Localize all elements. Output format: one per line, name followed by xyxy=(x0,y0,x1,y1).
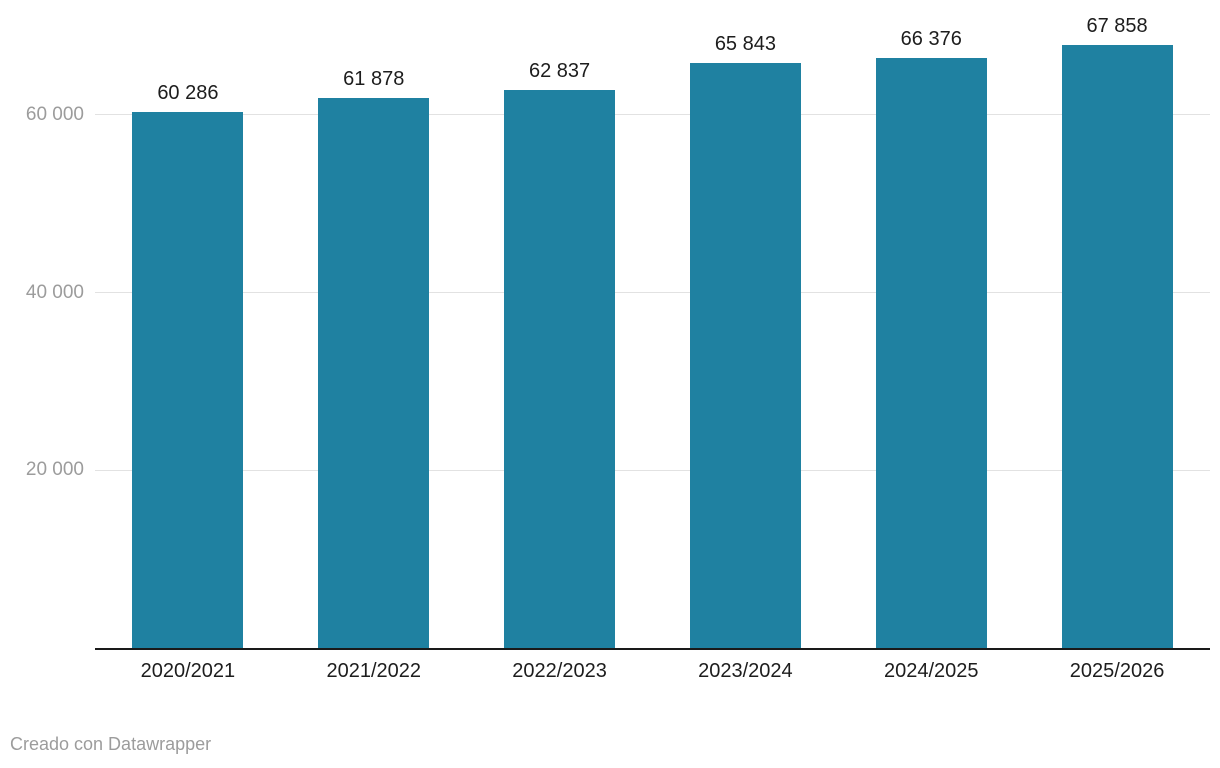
bar-value-label: 60 286 xyxy=(157,82,219,105)
bar xyxy=(132,112,244,648)
bar-value-label: 66 376 xyxy=(900,28,962,51)
bar xyxy=(504,89,616,648)
bar xyxy=(689,63,801,648)
x-axis-label: 2020/2021 xyxy=(140,660,236,682)
gridline xyxy=(95,292,1210,294)
bar xyxy=(1061,45,1173,648)
x-axis-line xyxy=(95,648,1210,650)
bar-value-label: 67 858 xyxy=(1086,15,1148,38)
y-axis-tick-label: 40 000 xyxy=(25,281,84,303)
y-axis-tick-label: 60 000 xyxy=(25,103,84,125)
gridline xyxy=(95,469,1210,471)
gridline xyxy=(95,114,1210,116)
bar-value-label: 65 843 xyxy=(714,33,776,55)
bar xyxy=(318,98,430,648)
x-axis-label: 2022/2023 xyxy=(512,660,607,682)
bar-value-label: 62 837 xyxy=(528,59,591,82)
y-axis-tick-label: 20 000 xyxy=(25,459,84,481)
x-axis-label: 2021/2022 xyxy=(326,660,422,682)
x-axis-label: 2023/2024 xyxy=(698,660,793,682)
bar-value-label: 61 878 xyxy=(343,68,405,91)
bar xyxy=(875,58,987,648)
datawrapper-attribution-link[interactable]: Creado con Datawrapper xyxy=(10,734,212,754)
x-axis-label: 2024/2025 xyxy=(883,660,979,682)
x-axis-label: 2025/2026 xyxy=(1069,660,1165,682)
